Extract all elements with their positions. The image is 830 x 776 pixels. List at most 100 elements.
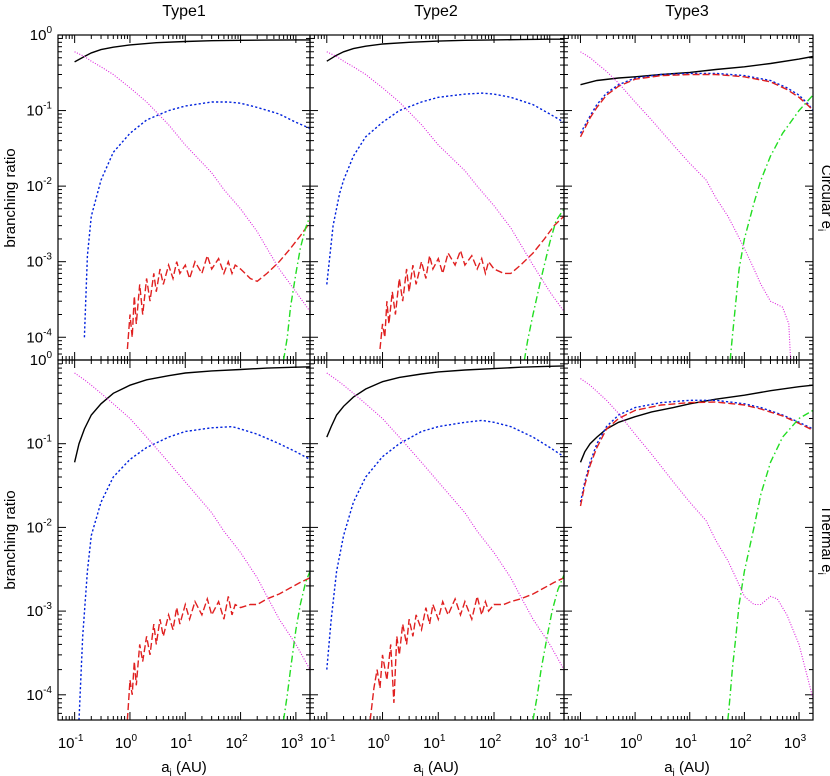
series-s3-line	[369, 577, 564, 720]
y-tick-label: 10-1	[26, 101, 52, 120]
y-tick-label-exponent: -1	[43, 434, 52, 445]
series-s3-line	[579, 73, 813, 138]
series-s1-line	[580, 55, 813, 86]
x-tick-label: 101	[170, 733, 193, 752]
y-tick-label: 10-3	[26, 601, 52, 620]
series-s3-line	[126, 577, 310, 720]
panel-grid	[57, 34, 814, 721]
panel-frame	[309, 34, 565, 361]
panel-frame	[563, 359, 814, 721]
series-s5-line	[326, 51, 564, 312]
y-tick-label: 10-3	[26, 252, 52, 271]
x-axis-label-sub: i	[422, 768, 424, 776]
x-tick-label-exponent: -1	[580, 733, 589, 744]
series-s2-line	[326, 419, 564, 670]
panel-type2-circular	[309, 34, 565, 361]
panel-frame	[57, 359, 311, 721]
series-s2-line	[83, 101, 310, 338]
series-s5-line	[74, 51, 310, 312]
y-tick-label-exponent: -3	[43, 252, 52, 263]
x-tick-label-exponent: 1	[691, 733, 697, 744]
y-tick-label-exponent: -3	[43, 601, 52, 612]
series-s5-line	[326, 372, 564, 670]
panel-type3-thermal	[563, 359, 814, 721]
x-tick-label: 102	[729, 733, 752, 752]
x-tick-label-base: 10	[225, 735, 242, 752]
y-tick-label-exponent: -2	[43, 517, 52, 528]
series-s3-line	[379, 215, 564, 350]
x-axis-label-base: a	[664, 759, 673, 776]
x-tick-label-exponent: 2	[496, 733, 502, 744]
x-tick-label: 10-1	[310, 733, 336, 752]
y-tick-label-base: 10	[26, 436, 43, 453]
x-tick-label-base: 10	[479, 735, 496, 752]
y-tick-label: 10-1	[26, 434, 52, 453]
y-tick-label-exponent: -4	[43, 327, 52, 338]
x-axis-label-base: a	[413, 759, 422, 776]
panel-type2-thermal	[309, 359, 565, 721]
y-tick-label-base: 10	[26, 519, 43, 536]
series-s4-line	[282, 215, 310, 360]
y-tick-label-exponent: 0	[46, 350, 52, 361]
series-s1-line	[326, 365, 564, 438]
series-s4-line	[532, 574, 564, 720]
x-tick-label-exponent: 3	[297, 733, 303, 744]
x-tick-label-exponent: 3	[551, 733, 557, 744]
x-tick-label-exponent: 0	[637, 733, 643, 744]
y-tick-label-base: 10	[26, 178, 43, 195]
y-tick-label-base: 10	[30, 352, 47, 369]
y-tick-label: 10-4	[26, 327, 52, 346]
series-s1-line	[579, 384, 813, 463]
x-tick-label-exponent: 2	[242, 733, 248, 744]
x-tick-label: 101	[423, 733, 446, 752]
x-axis-label-unit: (AU)	[424, 759, 459, 776]
series-s1-line	[326, 38, 564, 62]
series-s4-line	[523, 208, 564, 360]
row-label-thermal: Thermal ei	[815, 505, 830, 575]
y-tick-label-base: 10	[26, 687, 43, 704]
y-tick-label-base: 10	[26, 254, 43, 271]
x-tick-label-base: 10	[564, 735, 581, 752]
y-tick-label-base: 10	[26, 603, 43, 620]
y-tick-label-base: 10	[26, 329, 43, 346]
x-tick-label-base: 10	[367, 735, 384, 752]
x-tick-label: 103	[535, 733, 558, 752]
row-label-thermal-sub: i	[815, 573, 826, 575]
row-label-thermal-base: Thermal e	[818, 505, 830, 573]
x-axis-label-sub: i	[170, 768, 172, 776]
x-axis-label-type1: ai (AU)	[161, 759, 207, 776]
x-tick-label-base: 10	[281, 735, 298, 752]
x-tick-label-base: 10	[620, 735, 637, 752]
x-tick-label-base: 10	[170, 735, 187, 752]
row-label-circular-sub: i	[815, 229, 826, 231]
x-axis-label-base: a	[161, 759, 170, 776]
x-tick-label-exponent: 0	[132, 733, 138, 744]
y-tick-label-base: 10	[26, 103, 43, 120]
series-s5-line	[580, 51, 792, 360]
y-tick-label-exponent: 0	[46, 25, 52, 36]
x-tick-label-base: 10	[58, 735, 75, 752]
x-tick-label-base: 10	[423, 735, 440, 752]
panel-frame	[309, 359, 565, 721]
x-tick-label-base: 10	[310, 735, 327, 752]
row-label-circular-base: Circular e	[818, 165, 830, 229]
x-tick-label: 100	[115, 733, 138, 752]
series-s4-line	[282, 570, 310, 720]
x-axis-label-sub: i	[673, 768, 675, 776]
y-axis-label-bottom: branching ratio	[2, 490, 19, 589]
x-tick-label-exponent: 0	[384, 733, 390, 744]
x-tick-label-exponent: 2	[746, 733, 752, 744]
y-tick-label-exponent: -4	[43, 685, 52, 696]
column-title-type1: Type1	[162, 3, 206, 20]
series-s3-line	[579, 401, 813, 507]
y-tick-label: 10-4	[26, 685, 52, 704]
x-tick-label: 103	[281, 733, 304, 752]
x-tick-label: 100	[620, 733, 643, 752]
column-title-type3: Type3	[665, 3, 709, 20]
x-tick-label-exponent: -1	[75, 733, 84, 744]
y-tick-label-exponent: -1	[43, 101, 52, 112]
y-tick-label-exponent: -2	[43, 176, 52, 187]
panel-frame	[57, 34, 311, 361]
panel-type1-circular	[57, 34, 311, 361]
